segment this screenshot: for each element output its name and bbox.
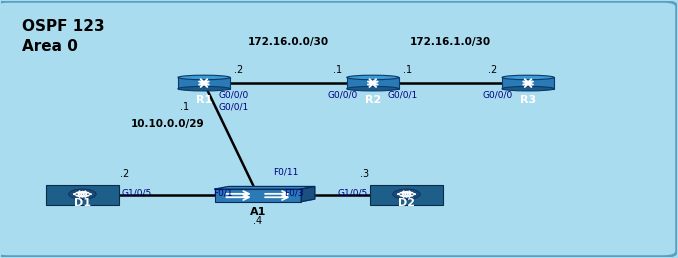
Bar bbox=[502, 77, 554, 89]
Text: D2: D2 bbox=[398, 198, 415, 208]
Ellipse shape bbox=[502, 86, 554, 91]
Text: F0/1: F0/1 bbox=[213, 188, 233, 197]
Text: A1: A1 bbox=[250, 207, 266, 217]
Ellipse shape bbox=[346, 86, 399, 91]
Text: D1: D1 bbox=[74, 198, 91, 208]
Text: .4: .4 bbox=[254, 216, 262, 226]
Polygon shape bbox=[301, 187, 315, 202]
Text: G0/0/1: G0/0/1 bbox=[219, 102, 249, 111]
Text: 172.16.1.0/30: 172.16.1.0/30 bbox=[410, 37, 491, 47]
Text: F0/11: F0/11 bbox=[273, 168, 298, 177]
Text: .1: .1 bbox=[403, 66, 412, 75]
Text: R3: R3 bbox=[520, 95, 536, 105]
Text: G0/0/1: G0/0/1 bbox=[388, 91, 418, 100]
Text: OSPF 123
Area 0: OSPF 123 Area 0 bbox=[22, 19, 104, 54]
Text: 10.10.0.0/29: 10.10.0.0/29 bbox=[130, 119, 204, 129]
Bar bbox=[178, 77, 230, 89]
Bar bbox=[346, 77, 399, 89]
Text: .1: .1 bbox=[180, 102, 189, 112]
Text: G0/0/0: G0/0/0 bbox=[483, 91, 513, 100]
Circle shape bbox=[393, 189, 420, 199]
Text: .3: .3 bbox=[360, 169, 370, 179]
Text: G1/0/5: G1/0/5 bbox=[337, 188, 367, 197]
Ellipse shape bbox=[178, 75, 230, 80]
Polygon shape bbox=[215, 187, 315, 189]
Text: .2: .2 bbox=[235, 66, 243, 75]
Ellipse shape bbox=[502, 75, 554, 80]
Text: G1/0/5: G1/0/5 bbox=[121, 188, 152, 197]
Bar bbox=[370, 186, 443, 205]
Bar bbox=[45, 186, 119, 205]
Text: .2: .2 bbox=[119, 169, 129, 179]
Ellipse shape bbox=[178, 86, 230, 91]
Text: .2: .2 bbox=[488, 66, 498, 75]
Text: G0/0/0: G0/0/0 bbox=[327, 91, 358, 100]
Text: F0/3: F0/3 bbox=[283, 188, 303, 197]
Bar bbox=[215, 189, 301, 202]
Text: .1: .1 bbox=[334, 66, 342, 75]
Text: 172.16.0.0/30: 172.16.0.0/30 bbox=[247, 37, 329, 47]
Text: G0/0/0: G0/0/0 bbox=[219, 91, 249, 100]
Text: R1: R1 bbox=[196, 95, 212, 105]
Ellipse shape bbox=[346, 75, 399, 80]
Circle shape bbox=[68, 189, 96, 199]
Text: R2: R2 bbox=[365, 95, 381, 105]
